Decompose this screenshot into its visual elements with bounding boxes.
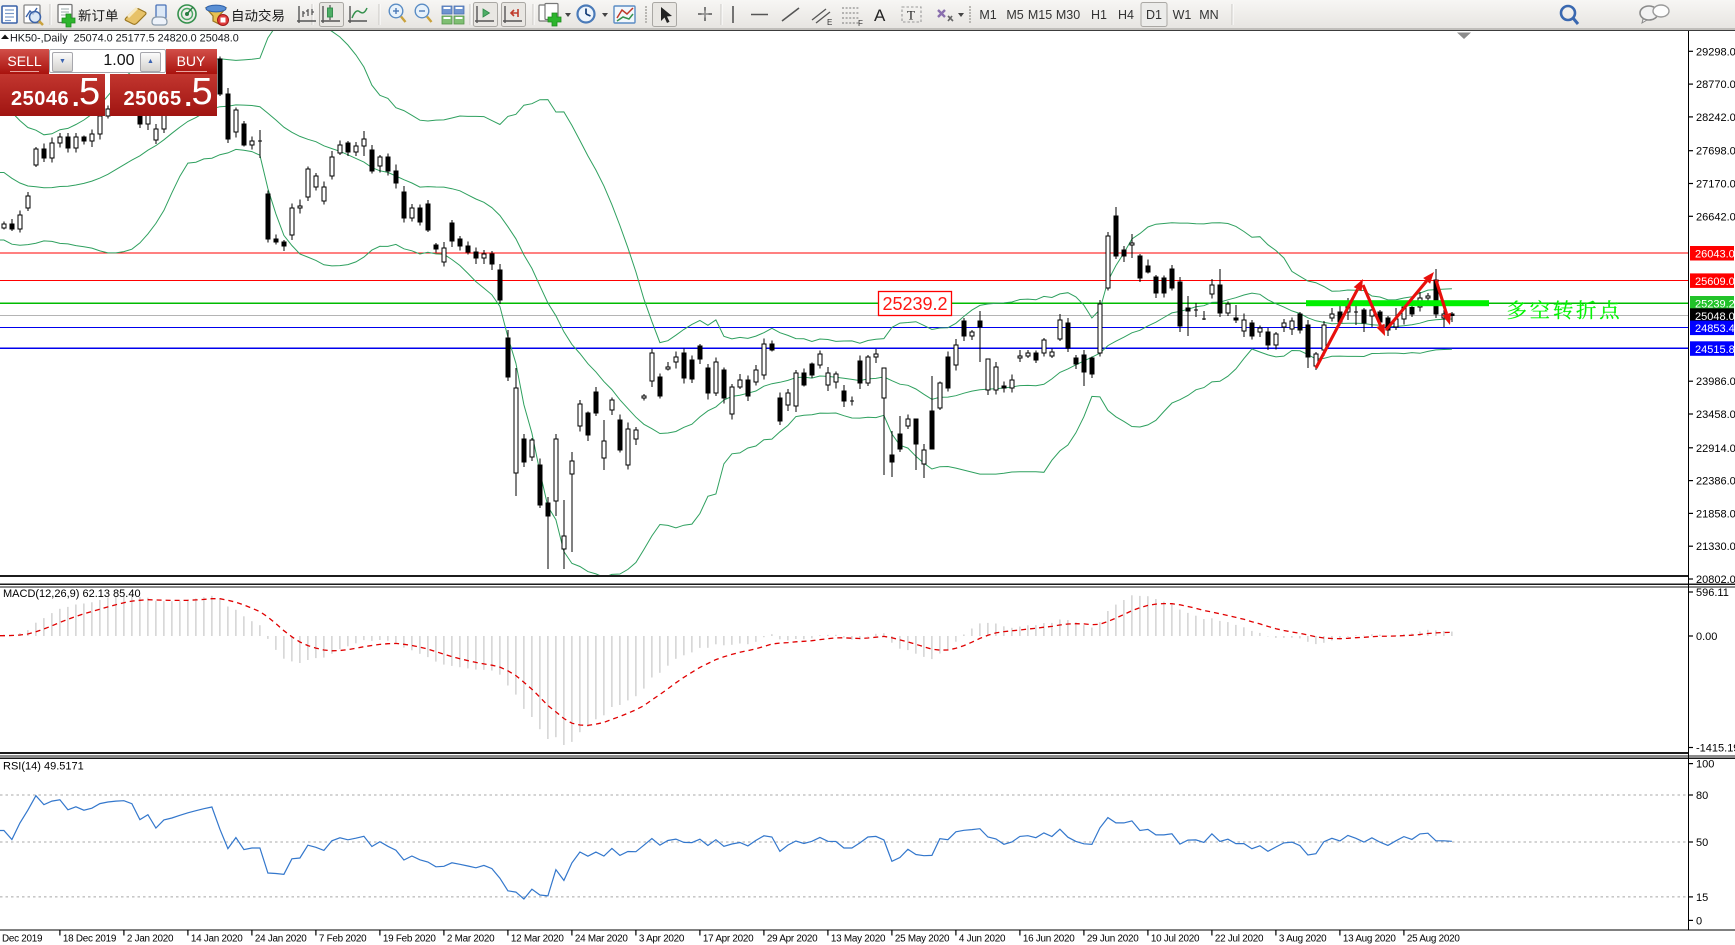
svg-text:22 Jul 2020: 22 Jul 2020 — [1215, 934, 1264, 945]
svg-text:25 May 2020: 25 May 2020 — [895, 934, 950, 945]
svg-text:29298.0: 29298.0 — [1696, 46, 1735, 58]
svg-text:W1: W1 — [1173, 8, 1192, 22]
svg-text:MACD(12,26,9) 62.13 85.40: MACD(12,26,9) 62.13 85.40 — [3, 588, 141, 600]
svg-text:29 Jun 2020: 29 Jun 2020 — [1087, 934, 1139, 945]
svg-text:25048.0: 25048.0 — [1695, 311, 1735, 323]
svg-text:2 Mar 2020: 2 Mar 2020 — [447, 934, 495, 945]
svg-text:M30: M30 — [1056, 8, 1080, 22]
svg-text:29 Apr 2020: 29 Apr 2020 — [767, 934, 818, 945]
svg-text:0: 0 — [1696, 915, 1702, 927]
svg-text:19 Feb 2020: 19 Feb 2020 — [383, 934, 436, 945]
svg-text:-1415.19: -1415.19 — [1696, 743, 1735, 755]
svg-text:25609.0: 25609.0 — [1695, 276, 1735, 288]
svg-text:25239.2: 25239.2 — [1695, 299, 1735, 311]
svg-text:3 Aug 2020: 3 Aug 2020 — [1279, 934, 1327, 945]
svg-text:14 Jan 2020: 14 Jan 2020 — [191, 934, 243, 945]
svg-text:27698.0: 27698.0 — [1696, 146, 1735, 158]
svg-text:3 Apr 2020: 3 Apr 2020 — [639, 934, 685, 945]
svg-text:T: T — [907, 8, 915, 23]
svg-text:RSI(14) 49.5171: RSI(14) 49.5171 — [3, 761, 84, 773]
svg-text:26642.0: 26642.0 — [1696, 211, 1735, 223]
svg-text:0.00: 0.00 — [1696, 631, 1717, 643]
svg-text:80: 80 — [1696, 790, 1708, 802]
svg-text:28242.0: 28242.0 — [1696, 112, 1735, 124]
svg-text:23986.0: 23986.0 — [1696, 376, 1735, 388]
svg-text:A: A — [874, 6, 886, 25]
svg-text:21330.0: 21330.0 — [1696, 541, 1735, 553]
svg-text:7 Feb 2020: 7 Feb 2020 — [319, 934, 367, 945]
svg-text:24 Mar 2020: 24 Mar 2020 — [575, 934, 628, 945]
svg-text:24853.4: 24853.4 — [1695, 323, 1735, 335]
svg-text:20802.0: 20802.0 — [1696, 574, 1735, 586]
svg-text:25 Aug 2020: 25 Aug 2020 — [1407, 934, 1460, 945]
svg-text:23458.0: 23458.0 — [1696, 409, 1735, 421]
svg-text:4 Jun 2020: 4 Jun 2020 — [959, 934, 1006, 945]
svg-text:H4: H4 — [1118, 8, 1134, 22]
svg-text:50: 50 — [1696, 837, 1708, 849]
svg-text:10 Jul 2020: 10 Jul 2020 — [1151, 934, 1200, 945]
svg-text:27170.0: 27170.0 — [1696, 179, 1735, 191]
svg-text:Dec 2019: Dec 2019 — [2, 934, 43, 945]
svg-text:100: 100 — [1696, 759, 1714, 771]
svg-text:16 Jun 2020: 16 Jun 2020 — [1023, 934, 1075, 945]
svg-text:13 May 2020: 13 May 2020 — [831, 934, 886, 945]
svg-text:H1: H1 — [1091, 8, 1107, 22]
svg-text:13 Aug 2020: 13 Aug 2020 — [1343, 934, 1396, 945]
svg-text:2 Jan 2020: 2 Jan 2020 — [127, 934, 174, 945]
svg-text:M15: M15 — [1028, 8, 1052, 22]
svg-text:HK50-,Daily 25074.0 25177.5 2: HK50-,Daily 25074.0 25177.5 24820.0 2504… — [10, 33, 239, 45]
svg-text:18 Dec 2019: 18 Dec 2019 — [63, 934, 117, 945]
svg-text:28770.0: 28770.0 — [1696, 79, 1735, 91]
svg-text:24 Jan 2020: 24 Jan 2020 — [255, 934, 307, 945]
svg-text:21858.0: 21858.0 — [1696, 508, 1735, 520]
svg-text:24515.8: 24515.8 — [1695, 344, 1735, 356]
svg-text:22386.0: 22386.0 — [1696, 476, 1735, 488]
svg-text:26043.0: 26043.0 — [1695, 249, 1735, 261]
svg-text:M1: M1 — [979, 8, 996, 22]
svg-text:MN: MN — [1199, 8, 1218, 22]
svg-text:D1: D1 — [1146, 8, 1162, 22]
svg-text:12 Mar 2020: 12 Mar 2020 — [511, 934, 564, 945]
svg-text:17 Apr 2020: 17 Apr 2020 — [703, 934, 754, 945]
svg-text:596.11: 596.11 — [1696, 587, 1729, 599]
svg-text:22914.0: 22914.0 — [1696, 443, 1735, 455]
svg-text:15: 15 — [1696, 892, 1708, 904]
svg-text:E: E — [827, 18, 832, 27]
svg-text:M5: M5 — [1006, 8, 1023, 22]
svg-text:25239.2: 25239.2 — [882, 294, 947, 314]
svg-text:F: F — [858, 19, 863, 28]
